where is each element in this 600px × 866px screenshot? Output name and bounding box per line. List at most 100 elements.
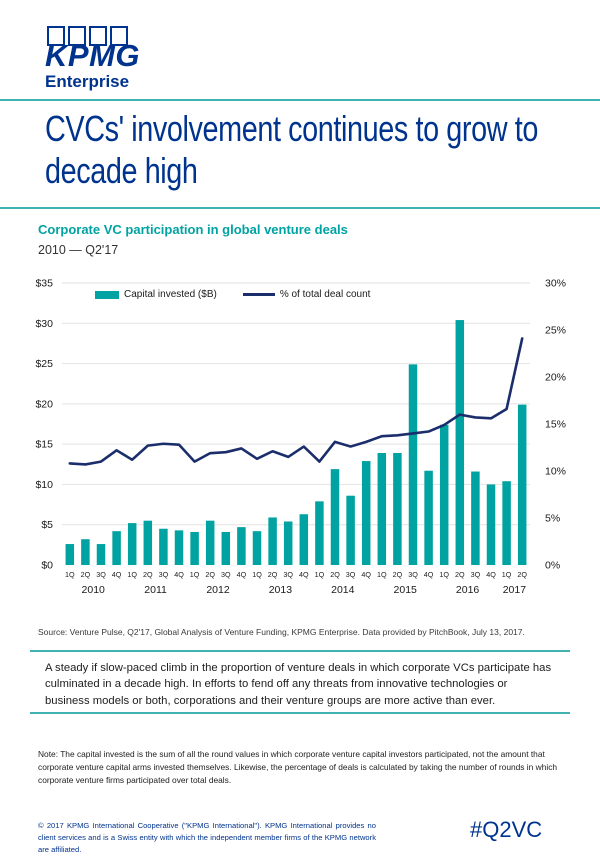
x-axis-year-label: 2016	[456, 584, 480, 596]
y-axis-left-label: $10	[35, 479, 53, 491]
x-axis-quarter-label: 2Q	[268, 570, 278, 579]
bar-1Q	[190, 531, 199, 565]
x-axis-quarter-label: 3Q	[408, 570, 418, 579]
bar-3Q	[221, 531, 231, 565]
legend-item-deal-count: % of total deal count	[242, 289, 371, 300]
bar-4Q	[112, 531, 121, 565]
bar-4Q	[486, 484, 496, 565]
x-axis-quarter-label: 2Q	[393, 570, 403, 579]
bar-3Q	[408, 364, 418, 565]
x-axis-quarter-label: 3Q	[96, 570, 106, 579]
y-axis-left-label: $25	[35, 358, 53, 370]
y-axis-right-label: 30%	[545, 278, 566, 290]
y-axis-right-label: 5%	[545, 513, 560, 525]
callout-paragraph: A steady if slow-paced climb in the prop…	[45, 662, 552, 707]
kpmg-logo-squares-icon	[47, 26, 140, 46]
bar-1Q	[439, 424, 449, 565]
x-axis-quarter-label: 3Q	[471, 570, 481, 579]
kpmg-logo-enterprise: Enterprise	[45, 72, 130, 91]
logo-square-icon	[47, 26, 65, 46]
bar-3Q	[159, 528, 168, 565]
x-axis-year-label: 2015	[394, 584, 418, 596]
chart-subtitle: 2010 — Q2'17	[38, 243, 119, 257]
bar-2Q	[143, 520, 153, 565]
bar-1Q	[377, 453, 387, 565]
bar-3Q	[471, 471, 480, 565]
bar-1Q	[65, 544, 75, 565]
kpmg-logo: KPMG Enterprise	[45, 26, 140, 92]
kpmg-logo-wordmark: KPMG	[45, 38, 140, 73]
logo-square-icon	[110, 26, 128, 46]
bar-1Q	[127, 523, 137, 565]
x-axis-year-label: 2012	[206, 584, 230, 596]
y-axis-right-label: 20%	[545, 372, 566, 384]
x-axis-quarter-label: 2Q	[81, 570, 91, 579]
bar-2Q	[455, 320, 465, 565]
footer-copyright: © 2017 KPMG International Cooperative ("…	[38, 821, 376, 855]
x-axis-quarter-label: 3Q	[159, 570, 169, 579]
bar-3Q	[283, 521, 293, 565]
x-axis-quarter-label: 4Q	[361, 570, 371, 579]
x-axis-quarter-label: 2Q	[330, 570, 340, 579]
bar-2Q	[81, 539, 90, 565]
bar-1Q	[502, 481, 511, 565]
source-line: Source: Venture Pulse, Q2'17, Global Ana…	[38, 627, 525, 637]
legend-label: % of total deal count	[279, 289, 371, 300]
logo-square-icon	[89, 26, 107, 46]
x-axis-quarter-label: 1Q	[252, 570, 262, 579]
footer-hashtag: #Q2VC	[470, 817, 543, 842]
legend-item-capital-invested: Capital invested ($B)	[95, 289, 217, 300]
x-axis-quarter-label: 2Q	[205, 570, 215, 579]
x-axis-quarter-label: 1Q	[502, 570, 512, 579]
x-axis-quarter-label: 4Q	[424, 570, 434, 579]
divider-rule-top	[0, 99, 600, 101]
chart-legend: Capital invested ($B) % of total deal co…	[95, 289, 370, 300]
x-axis-quarter-label: 1Q	[127, 570, 137, 579]
legend-label: Capital invested ($B)	[124, 289, 217, 300]
bar-swatch-icon	[95, 290, 119, 299]
x-axis-quarter-label: 3Q	[346, 570, 356, 579]
bar-4Q	[237, 527, 246, 565]
x-axis-year-label: 2017	[503, 584, 527, 596]
page-title: CVCs' involvement continues to grow to d…	[45, 108, 538, 192]
bar-3Q	[346, 495, 355, 565]
y-axis-right-label: 0%	[545, 560, 560, 572]
x-axis-year-label: 2011	[144, 584, 167, 596]
x-axis-quarter-label: 4Q	[112, 570, 122, 579]
divider-rule-title	[0, 207, 600, 209]
x-axis-quarter-label: 3Q	[221, 570, 231, 579]
x-axis-quarter-label: 1Q	[65, 570, 75, 579]
bar-3Q	[96, 544, 106, 565]
y-axis-left-label: $35	[35, 278, 53, 290]
callout-rule-bottom	[30, 712, 570, 714]
bar-2Q	[330, 469, 340, 565]
callout-rule-top	[30, 650, 570, 652]
chart-title: Corporate VC participation in global ven…	[38, 222, 348, 237]
y-axis-left-label: $0	[41, 560, 53, 572]
bar-1Q	[315, 501, 324, 565]
x-axis-quarter-label: 3Q	[283, 570, 293, 579]
note-paragraph: Note: The capital invested is the sum of…	[38, 749, 558, 786]
trend-line	[68, 337, 524, 466]
y-axis-left-label: $20	[35, 398, 53, 410]
x-axis-quarter-label: 2Q	[455, 570, 465, 579]
combo-chart: $0 $5 $10 $15 $20 $25 $30 $35 0% 5% 10% 15% 20% 25% 30…	[35, 278, 566, 597]
bar-4Q	[174, 530, 184, 565]
x-axis-quarter-label: 4Q	[299, 570, 309, 579]
bar-4Q	[361, 461, 371, 565]
x-axis-quarter-label: 1Q	[439, 570, 449, 579]
y-axis-right-label: 15%	[545, 419, 566, 431]
x-axis-year-label: 2014	[331, 584, 355, 596]
bar-2Q	[393, 453, 402, 565]
x-axis-year-label: 2013	[269, 584, 293, 596]
y-axis-left-label: $30	[35, 318, 53, 330]
bar-2Q	[268, 517, 277, 565]
x-axis-year-label: 2010	[82, 584, 106, 596]
logo-square-icon	[68, 26, 86, 46]
bar-4Q	[424, 470, 433, 565]
line-swatch-icon	[242, 293, 275, 296]
bar-4Q	[299, 514, 309, 565]
x-axis-quarter-label: 1Q	[377, 570, 387, 579]
x-axis-quarter-label: 2Q	[143, 570, 153, 579]
y-axis-left-label: $5	[41, 519, 53, 531]
